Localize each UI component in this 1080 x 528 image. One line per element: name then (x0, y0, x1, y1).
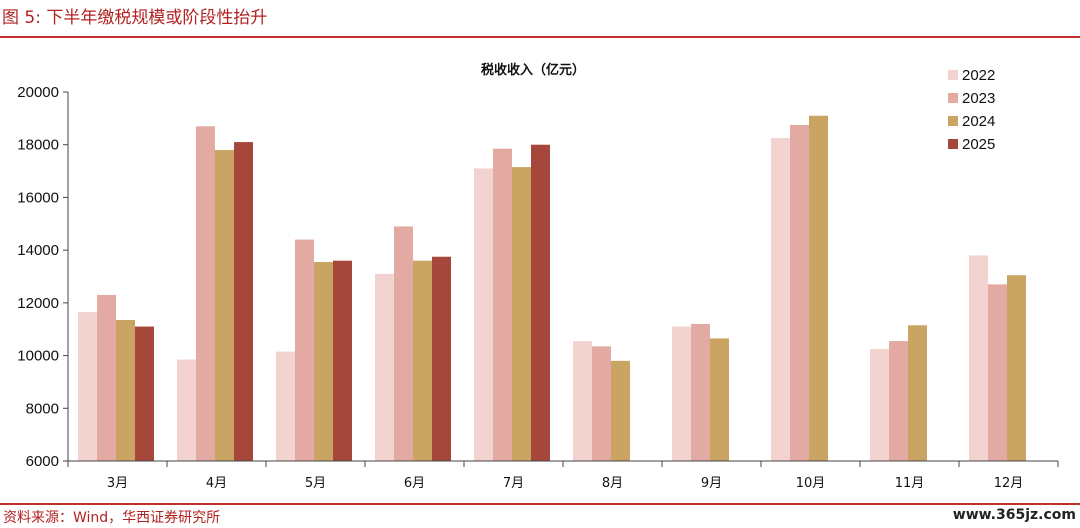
y-tick-label: 14000 (17, 242, 59, 259)
bar-2023-10月 (790, 124, 809, 462)
y-tick-label: 16000 (17, 189, 59, 206)
y-tick-label: 10000 (17, 348, 59, 365)
x-tick-label: 6月 (404, 476, 425, 491)
bar-2025-6月 (432, 256, 451, 461)
bar-2023-12月 (988, 284, 1007, 461)
source-note: 资料来源：Wind，华西证券研究所 (3, 510, 221, 526)
bar-2023-5月 (295, 239, 314, 461)
y-tick-label: 12000 (17, 295, 59, 312)
bar-2024-9月 (710, 338, 729, 461)
bar-2022-7月 (474, 168, 493, 461)
y-tick-label: 18000 (17, 137, 59, 154)
legend-swatch-2025 (948, 139, 958, 149)
bar-2025-7月 (531, 144, 550, 461)
bar-2023-4月 (196, 126, 215, 461)
bar-2024-12月 (1007, 275, 1026, 461)
bar-2022-8月 (573, 341, 592, 461)
bar-2022-5月 (276, 351, 295, 461)
chart-title: 税收收入（亿元） (481, 62, 585, 78)
legend-label-2025: 2025 (962, 136, 995, 153)
bar-2023-8月 (592, 346, 611, 461)
figure-title: 图 5: 下半年缴税规模或阶段性抬升 (2, 8, 268, 28)
bar-2025-4月 (234, 142, 253, 461)
bar-chart: 税收收入（亿元） 6000 8000 10000 12000 14000 16000 180… (17, 62, 1059, 491)
top-divider (0, 36, 1080, 38)
x-tick-label: 9月 (701, 476, 722, 491)
x-tick-label: 7月 (503, 476, 524, 491)
bar-2023-9月 (691, 323, 710, 461)
x-tick-label: 8月 (602, 476, 623, 491)
axes-group: 6000 8000 10000 12000 14000 16000 18000 20000 3月… (17, 84, 1059, 491)
bar-2024-6月 (413, 260, 432, 461)
bars-group (78, 115, 1026, 462)
bar-2024-3月 (116, 319, 135, 461)
watermark: www.365jz.com (952, 507, 1076, 523)
bar-2024-4月 (215, 149, 234, 461)
x-tick-label: 5月 (305, 476, 326, 491)
legend-label-2023: 2023 (962, 90, 995, 107)
bar-2024-11月 (908, 325, 927, 461)
legend-label-2022: 2022 (962, 67, 995, 84)
legend-swatch-2022 (948, 70, 958, 80)
bar-2024-8月 (611, 360, 630, 461)
bar-2024-10月 (809, 115, 828, 461)
x-tick-label: 11月 (895, 476, 925, 491)
legend-label-2024: 2024 (962, 113, 995, 130)
x-tick-label: 4月 (206, 476, 227, 491)
bar-2022-11月 (870, 348, 889, 461)
legend: 2022 2023 2024 2025 (948, 67, 995, 153)
x-tick-label: 10月 (796, 476, 826, 491)
x-tick-label: 12月 (994, 476, 1024, 491)
bar-2025-3月 (135, 326, 154, 461)
bar-2024-5月 (314, 262, 333, 461)
bar-2023-7月 (493, 148, 512, 461)
bar-2022-10月 (771, 138, 790, 461)
bar-2025-5月 (333, 260, 352, 461)
y-tick-label: 20000 (17, 84, 59, 101)
bar-2022-3月 (78, 312, 97, 461)
bar-2023-6月 (394, 226, 413, 461)
legend-swatch-2024 (948, 116, 958, 126)
bar-2022-6月 (375, 273, 394, 461)
x-tick-label: 3月 (107, 476, 128, 491)
figure-header: 图 5: 下半年缴税规模或阶段性抬升 (0, 0, 1080, 36)
bar-2023-3月 (97, 294, 116, 461)
bar-2022-4月 (177, 359, 196, 461)
bottom-divider (0, 503, 1080, 505)
bar-2022-9月 (672, 326, 691, 461)
y-tick-label: 6000 (26, 453, 59, 470)
bar-2024-7月 (512, 167, 531, 461)
legend-swatch-2023 (948, 93, 958, 103)
y-tick-label: 8000 (26, 400, 59, 417)
bar-2023-11月 (889, 341, 908, 461)
bar-2022-12月 (969, 255, 988, 461)
